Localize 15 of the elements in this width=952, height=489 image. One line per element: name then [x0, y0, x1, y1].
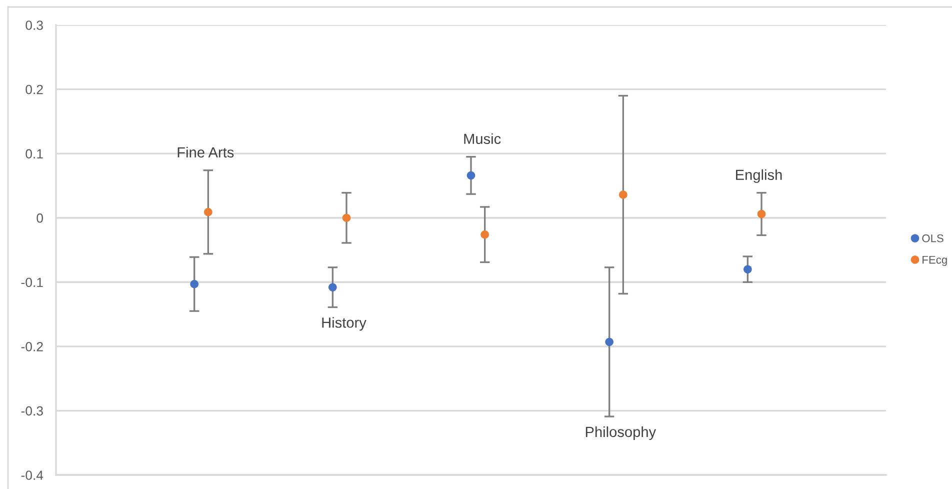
annotation: Philosophy — [586, 426, 656, 440]
legend-label: OLS — [922, 234, 944, 242]
legend-label: FEcg — [922, 256, 947, 266]
y-tick-label: 0.1 — [26, 149, 43, 158]
y-tick-label: -0.2 — [21, 342, 43, 352]
y-tick-label: 0 — [36, 213, 43, 223]
y-tick-label: 0.2 — [26, 84, 43, 94]
annotation: English — [736, 169, 782, 183]
y-tick-label: -0.1 — [21, 278, 43, 288]
annotation: Fine Arts — [178, 146, 234, 158]
annotation: History — [322, 317, 366, 331]
y-tick-label: -0.3 — [21, 406, 43, 416]
y-tick-label: 0.3 — [26, 20, 43, 30]
annotation: Music — [464, 133, 501, 144]
y-tick-label: -0.4 — [21, 470, 44, 480]
